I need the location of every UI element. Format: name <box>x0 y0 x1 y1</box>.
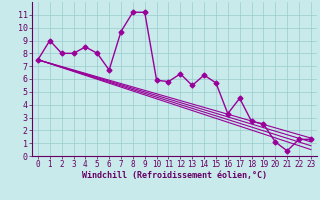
X-axis label: Windchill (Refroidissement éolien,°C): Windchill (Refroidissement éolien,°C) <box>82 171 267 180</box>
